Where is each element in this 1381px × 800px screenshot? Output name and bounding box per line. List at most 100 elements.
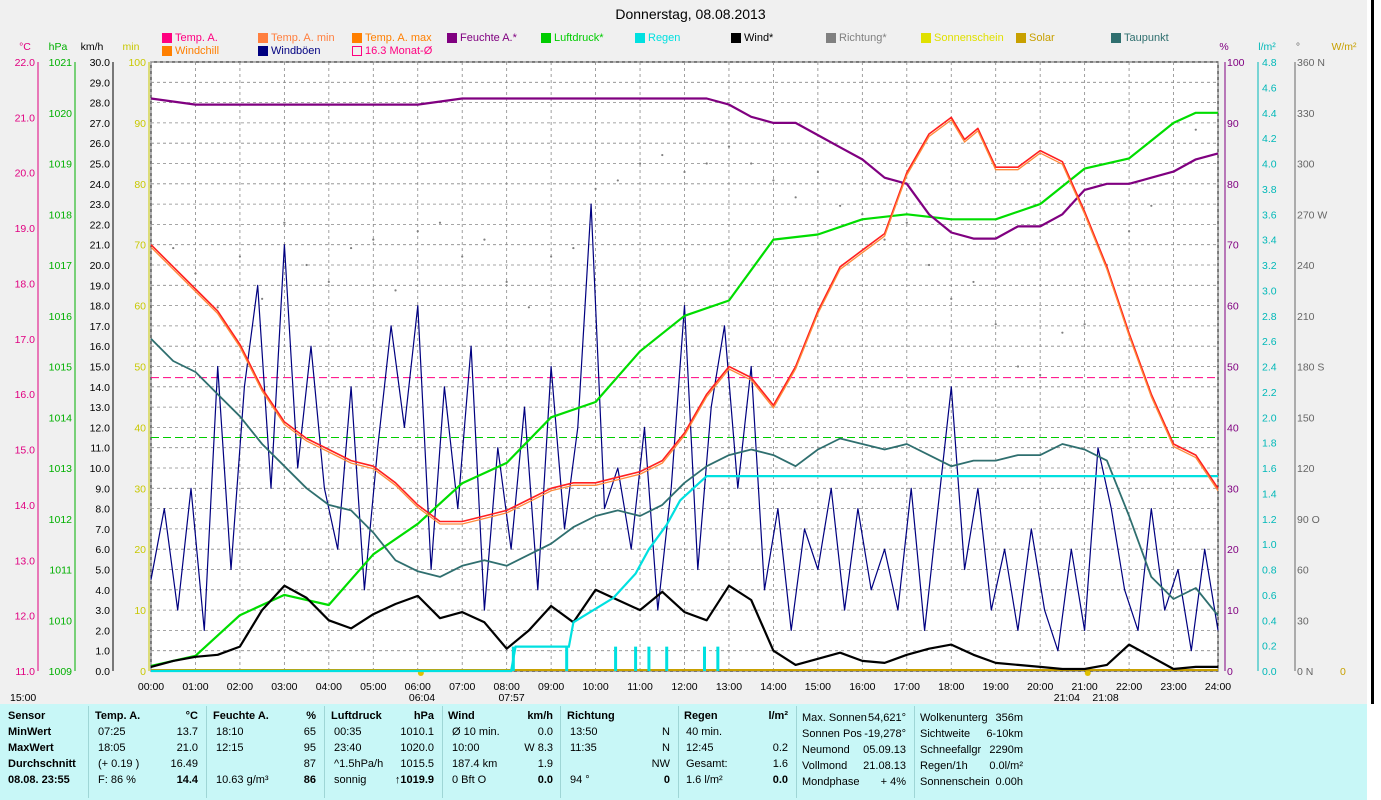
legend-item: Windböen <box>258 45 321 57</box>
astro-value: -19,278° <box>864 728 906 740</box>
direction-point <box>594 187 597 190</box>
rain-axis-tick: 2.8 <box>1262 311 1277 323</box>
direction-point <box>661 153 664 157</box>
direction-unit: ° <box>1296 41 1300 53</box>
legend-label: Solar <box>1029 32 1055 44</box>
time-label: 09:00 <box>538 681 564 693</box>
rain-axis-tick: 1.0 <box>1262 539 1277 551</box>
temp-axis-tick: 12.0 <box>15 611 36 623</box>
time-label: 08:00 <box>494 681 520 693</box>
stats-rain-value: 0.0 <box>772 774 788 786</box>
astro-label: Mondphase <box>802 776 860 788</box>
wind-axis-tick: 6.0 <box>95 544 110 556</box>
pressure-unit: hPa <box>49 41 68 53</box>
stats-rain-time: 40 min. <box>686 726 723 738</box>
direction-axis-tick: 240 <box>1297 260 1315 272</box>
stats-press-value: 1015.5 <box>400 758 434 770</box>
pressure-axis-tick: 1013 <box>49 463 73 475</box>
stats-rain-time: Gesamt: <box>686 758 728 770</box>
astro-value: 21.08.13 <box>863 760 906 772</box>
direction-axis-tick: 300 <box>1297 159 1315 171</box>
direction-axis-tick: 120 <box>1297 463 1315 475</box>
legend-label: Temp. A. <box>175 32 218 44</box>
legend-item: Regen <box>635 32 680 44</box>
wind-axis-tick: 9.0 <box>95 483 110 495</box>
stats-wind-time: 10:00 <box>452 742 480 754</box>
direction-point <box>683 170 686 174</box>
rain-axis-tick: 3.4 <box>1262 235 1277 247</box>
stats-press-time: 00:35 <box>334 726 362 738</box>
direction-point <box>283 221 286 224</box>
direction-point <box>794 196 797 199</box>
direction-point <box>349 246 353 250</box>
rain-axis-tick: 0.2 <box>1262 641 1277 653</box>
time-label: 01:00 <box>182 681 208 693</box>
stats-header-sensor: Sensor <box>8 710 46 722</box>
rain-series <box>151 475 1218 673</box>
scrollbar-edge <box>1371 0 1374 704</box>
stats-rain-value: 1.6 <box>772 758 788 770</box>
direction-point <box>994 323 997 326</box>
time-label: 21:00 <box>1071 681 1097 693</box>
astro-value: 54,621° <box>867 712 906 724</box>
humidity-axis-tick: 20 <box>1227 544 1239 556</box>
solar-axis-tick: 0 <box>1340 666 1346 678</box>
rain-axis-tick: 2.6 <box>1262 336 1277 348</box>
wind-axis-tick: 2.0 <box>95 625 110 637</box>
stats-dir-value: N <box>662 742 670 754</box>
direction-point <box>1016 365 1020 368</box>
wind-axis-tick: 12.0 <box>90 422 111 434</box>
time-label: 23:00 <box>1160 681 1186 693</box>
astro-label: Vollmond <box>802 760 848 772</box>
stats-wind-value: 1.9 <box>537 758 553 770</box>
direction-point <box>1039 373 1042 377</box>
direction-point <box>1083 323 1086 326</box>
stats-row-label: MinWert <box>8 726 52 738</box>
astro-value: + 4% <box>880 776 906 788</box>
stats-press-value: ↑1019.9 <box>394 774 434 786</box>
direction-point <box>394 289 397 292</box>
legend-item: Wind* <box>731 32 773 44</box>
pressure-axis-tick: 1017 <box>49 260 73 272</box>
pressure-axis-tick: 1016 <box>49 311 73 323</box>
rain-axis-tick: 4.4 <box>1262 108 1277 120</box>
legend-label: Windchill <box>175 45 220 57</box>
sun-unit: min <box>123 41 140 53</box>
stats-header-temp: Temp. A. <box>95 710 141 722</box>
rain-axis-tick: 3.0 <box>1262 285 1277 297</box>
weather-value: 356m <box>995 712 1023 724</box>
rain-bar <box>614 646 618 671</box>
stats-dir-time: 11:35 <box>570 742 597 754</box>
direction-point <box>950 297 953 300</box>
wind-axis-tick: 17.0 <box>90 321 111 333</box>
stats-dir-value: N <box>662 726 670 738</box>
direction-point <box>461 255 464 258</box>
stats-press-time: 23:40 <box>334 742 362 754</box>
humidity-axis-tick: 10 <box>1227 605 1239 617</box>
legend-swatch <box>352 33 362 43</box>
legend-item: Windchill <box>162 45 219 57</box>
stats-header-press-unit: hPa <box>413 710 434 722</box>
stats-wind-time: 187.4 km <box>452 758 498 770</box>
stats-wind-time: Ø 10 min. <box>452 726 500 738</box>
time-label: 14:00 <box>760 681 786 693</box>
weather-label: Schneefallgr <box>920 744 982 756</box>
stats-wind-value: 0.0 <box>537 774 553 786</box>
stats-rain-time: 12:45 <box>686 742 714 754</box>
chart-canvas: 22.0 21.0 20.0 19.0 18.0 17.0 16.0 15.0 14.0 13.0… <box>10 41 1357 704</box>
direction-point <box>505 280 508 284</box>
pressure-axis-tick: 1021 <box>49 57 73 69</box>
stats-dir-value: 0 <box>663 774 670 786</box>
wind-axis-tick: 4.0 <box>95 585 110 597</box>
direction-point <box>550 255 553 258</box>
direction-point <box>438 221 442 224</box>
direction-point <box>1061 331 1064 334</box>
direction-axis-tick: 30 <box>1297 615 1309 627</box>
direction-point <box>416 230 419 233</box>
legend-swatch <box>162 46 172 56</box>
sun-axis-tick: 70 <box>134 240 146 252</box>
pressure-axis-tick: 1019 <box>49 159 73 171</box>
stats-temp-time: F: 86 % <box>98 774 136 786</box>
legend-swatch <box>826 33 836 43</box>
stats-hum-value: 65 <box>303 726 316 738</box>
